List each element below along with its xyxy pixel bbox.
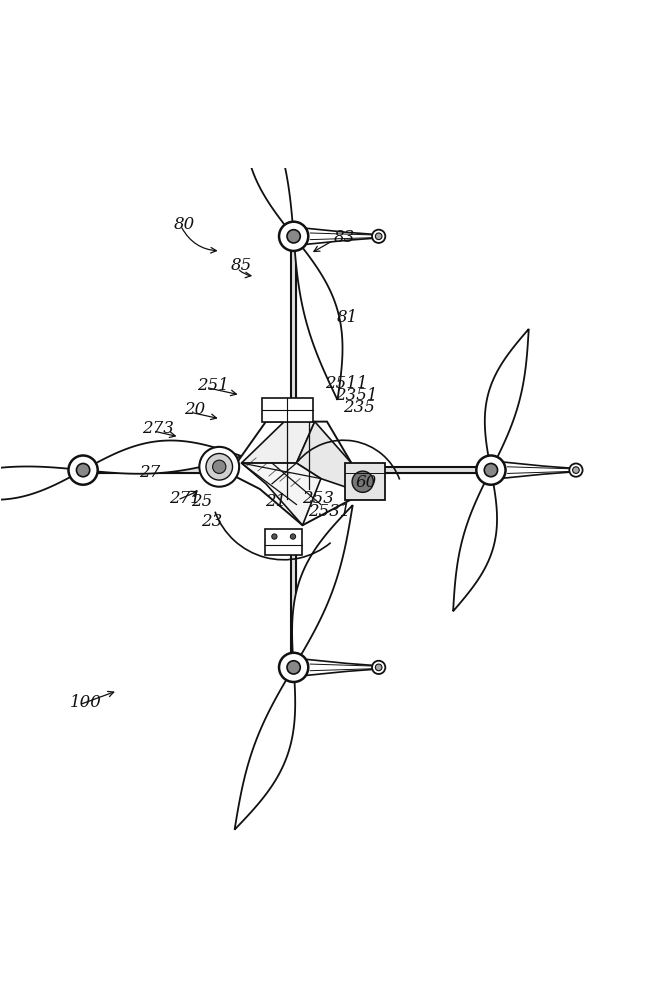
Circle shape [287,661,300,674]
Polygon shape [229,422,352,525]
Text: 80: 80 [174,216,195,233]
Text: 253: 253 [301,490,334,507]
Polygon shape [245,73,293,236]
Circle shape [372,230,386,243]
Polygon shape [241,422,315,463]
Polygon shape [235,667,295,830]
Text: 2511: 2511 [325,375,368,392]
Circle shape [476,455,506,485]
Circle shape [376,233,382,240]
Polygon shape [265,529,302,555]
Polygon shape [504,462,571,478]
Circle shape [213,460,226,473]
Polygon shape [241,463,321,525]
Text: 2531: 2531 [308,503,351,520]
Polygon shape [307,659,374,675]
Text: 23: 23 [201,513,222,530]
Text: 100: 100 [70,694,101,711]
Text: 20: 20 [184,401,205,418]
Circle shape [573,467,579,473]
Text: 83: 83 [334,229,355,246]
Text: 2351: 2351 [336,387,378,404]
Circle shape [271,534,277,539]
Circle shape [279,653,308,682]
Circle shape [290,534,295,539]
Circle shape [372,661,386,674]
Polygon shape [307,228,374,244]
Text: 21: 21 [265,493,286,510]
Circle shape [570,463,582,477]
Text: 85: 85 [231,257,252,274]
Circle shape [287,230,300,243]
Circle shape [352,471,374,492]
Circle shape [69,455,97,485]
Polygon shape [453,470,497,611]
Text: 271: 271 [169,490,201,507]
Text: 25: 25 [191,493,213,510]
Circle shape [206,454,233,480]
Circle shape [279,222,308,251]
Polygon shape [293,236,343,400]
Polygon shape [0,466,83,500]
Circle shape [484,463,498,477]
Polygon shape [292,505,353,667]
Text: 27: 27 [139,464,160,481]
Text: 273: 273 [142,420,174,437]
Polygon shape [485,329,529,470]
Polygon shape [262,398,313,422]
Polygon shape [83,440,242,474]
Circle shape [77,463,90,477]
Polygon shape [296,422,352,489]
Text: 60: 60 [356,474,377,491]
Text: 235: 235 [344,399,376,416]
Text: 81: 81 [337,309,358,326]
Text: 251: 251 [197,377,229,394]
Circle shape [376,664,382,671]
Polygon shape [345,463,385,500]
Circle shape [199,447,239,487]
